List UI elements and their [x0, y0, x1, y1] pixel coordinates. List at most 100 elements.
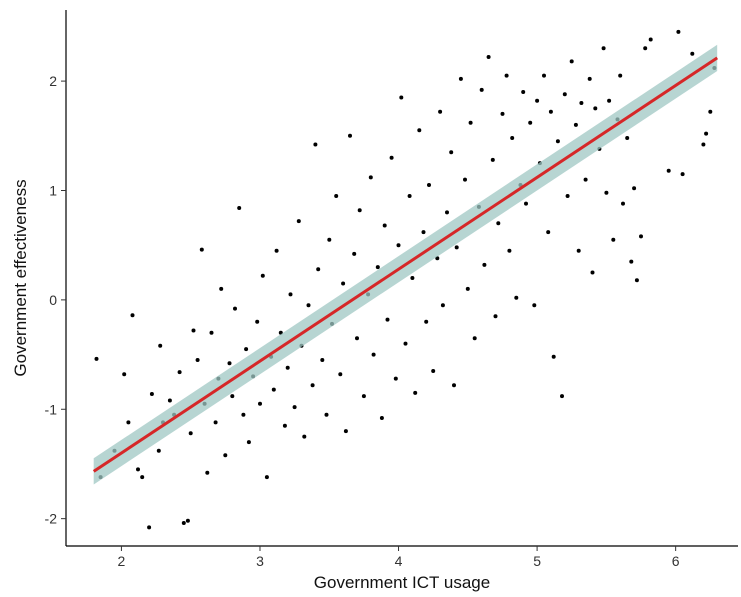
data-point — [136, 467, 140, 472]
data-point — [676, 29, 681, 34]
data-point — [486, 55, 491, 59]
data-point — [177, 370, 182, 375]
data-point — [427, 183, 431, 187]
data-point — [528, 120, 533, 125]
data-point — [535, 98, 540, 103]
x-tick-label: 4 — [395, 553, 403, 569]
data-point — [393, 376, 398, 381]
y-axis-ticks: -2 -1 0 1 2 — [45, 73, 66, 527]
x-axis-ticks: 2 3 4 5 6 — [118, 546, 680, 569]
data-point — [463, 177, 467, 182]
data-point — [260, 273, 265, 278]
data-point — [542, 73, 546, 78]
data-point — [246, 440, 251, 445]
data-point — [634, 278, 639, 283]
data-point — [532, 303, 537, 308]
data-point — [407, 194, 412, 198]
data-point — [274, 248, 279, 253]
data-point — [302, 434, 307, 439]
data-point — [465, 286, 470, 291]
data-point — [188, 431, 193, 436]
data-point — [244, 347, 249, 352]
data-point — [233, 306, 237, 311]
data-point — [122, 372, 127, 377]
data-point — [500, 111, 505, 116]
data-point — [352, 251, 357, 256]
y-tick-label: -1 — [45, 401, 58, 417]
data-point — [452, 383, 456, 388]
data-point — [94, 356, 99, 361]
y-tick-label: 0 — [49, 292, 57, 308]
data-point — [158, 343, 163, 348]
data-point — [629, 259, 634, 264]
data-point — [271, 387, 276, 392]
data-point — [348, 133, 352, 138]
x-tick-label: 6 — [672, 553, 680, 569]
data-point — [611, 237, 616, 242]
data-point — [385, 317, 390, 322]
data-point — [126, 420, 131, 425]
data-point — [327, 237, 332, 242]
data-point — [454, 245, 459, 250]
data-point — [382, 223, 387, 228]
data-point — [213, 420, 218, 425]
data-point — [288, 292, 293, 297]
data-point — [625, 136, 630, 140]
data-point — [579, 101, 584, 105]
data-point — [313, 142, 318, 147]
y-tick-label: 2 — [49, 73, 57, 89]
data-point — [593, 106, 598, 111]
data-point — [458, 76, 463, 81]
data-point — [424, 319, 429, 324]
data-point — [490, 157, 495, 162]
data-point — [607, 98, 612, 103]
data-point — [191, 328, 196, 333]
data-point — [130, 313, 135, 318]
data-point — [375, 265, 380, 270]
data-point — [601, 46, 606, 51]
data-point — [306, 303, 311, 308]
data-point — [438, 109, 443, 114]
data-point — [219, 286, 224, 291]
data-point — [417, 128, 422, 133]
data-point — [258, 401, 262, 406]
data-point — [410, 276, 415, 280]
data-point — [604, 190, 609, 195]
data-point — [355, 336, 359, 341]
data-point — [551, 354, 556, 359]
data-point — [316, 267, 321, 272]
data-point — [704, 131, 709, 136]
x-tick-label: 3 — [256, 553, 264, 569]
data-point — [264, 475, 269, 480]
regression-line — [92, 56, 719, 473]
data-point — [690, 51, 695, 56]
data-point — [396, 243, 401, 248]
data-point — [199, 247, 204, 252]
data-point — [181, 521, 186, 525]
data-point — [546, 230, 551, 235]
data-point — [479, 87, 484, 92]
data-point — [440, 303, 445, 308]
data-point — [368, 175, 373, 180]
data-point — [639, 234, 643, 239]
data-point — [379, 416, 384, 420]
data-point — [421, 230, 426, 235]
data-point — [587, 76, 592, 81]
x-tick-label: 2 — [118, 553, 126, 569]
data-point — [504, 73, 509, 78]
data-point — [230, 394, 235, 399]
data-point — [472, 336, 477, 341]
data-point — [338, 372, 343, 377]
data-point — [507, 248, 512, 253]
data-point — [371, 352, 376, 357]
data-point — [632, 186, 637, 191]
data-point — [548, 109, 553, 114]
data-point — [185, 518, 190, 523]
data-point — [514, 295, 519, 300]
data-point — [708, 109, 713, 114]
data-point — [149, 392, 154, 396]
data-point — [255, 319, 260, 324]
data-point — [648, 37, 653, 42]
